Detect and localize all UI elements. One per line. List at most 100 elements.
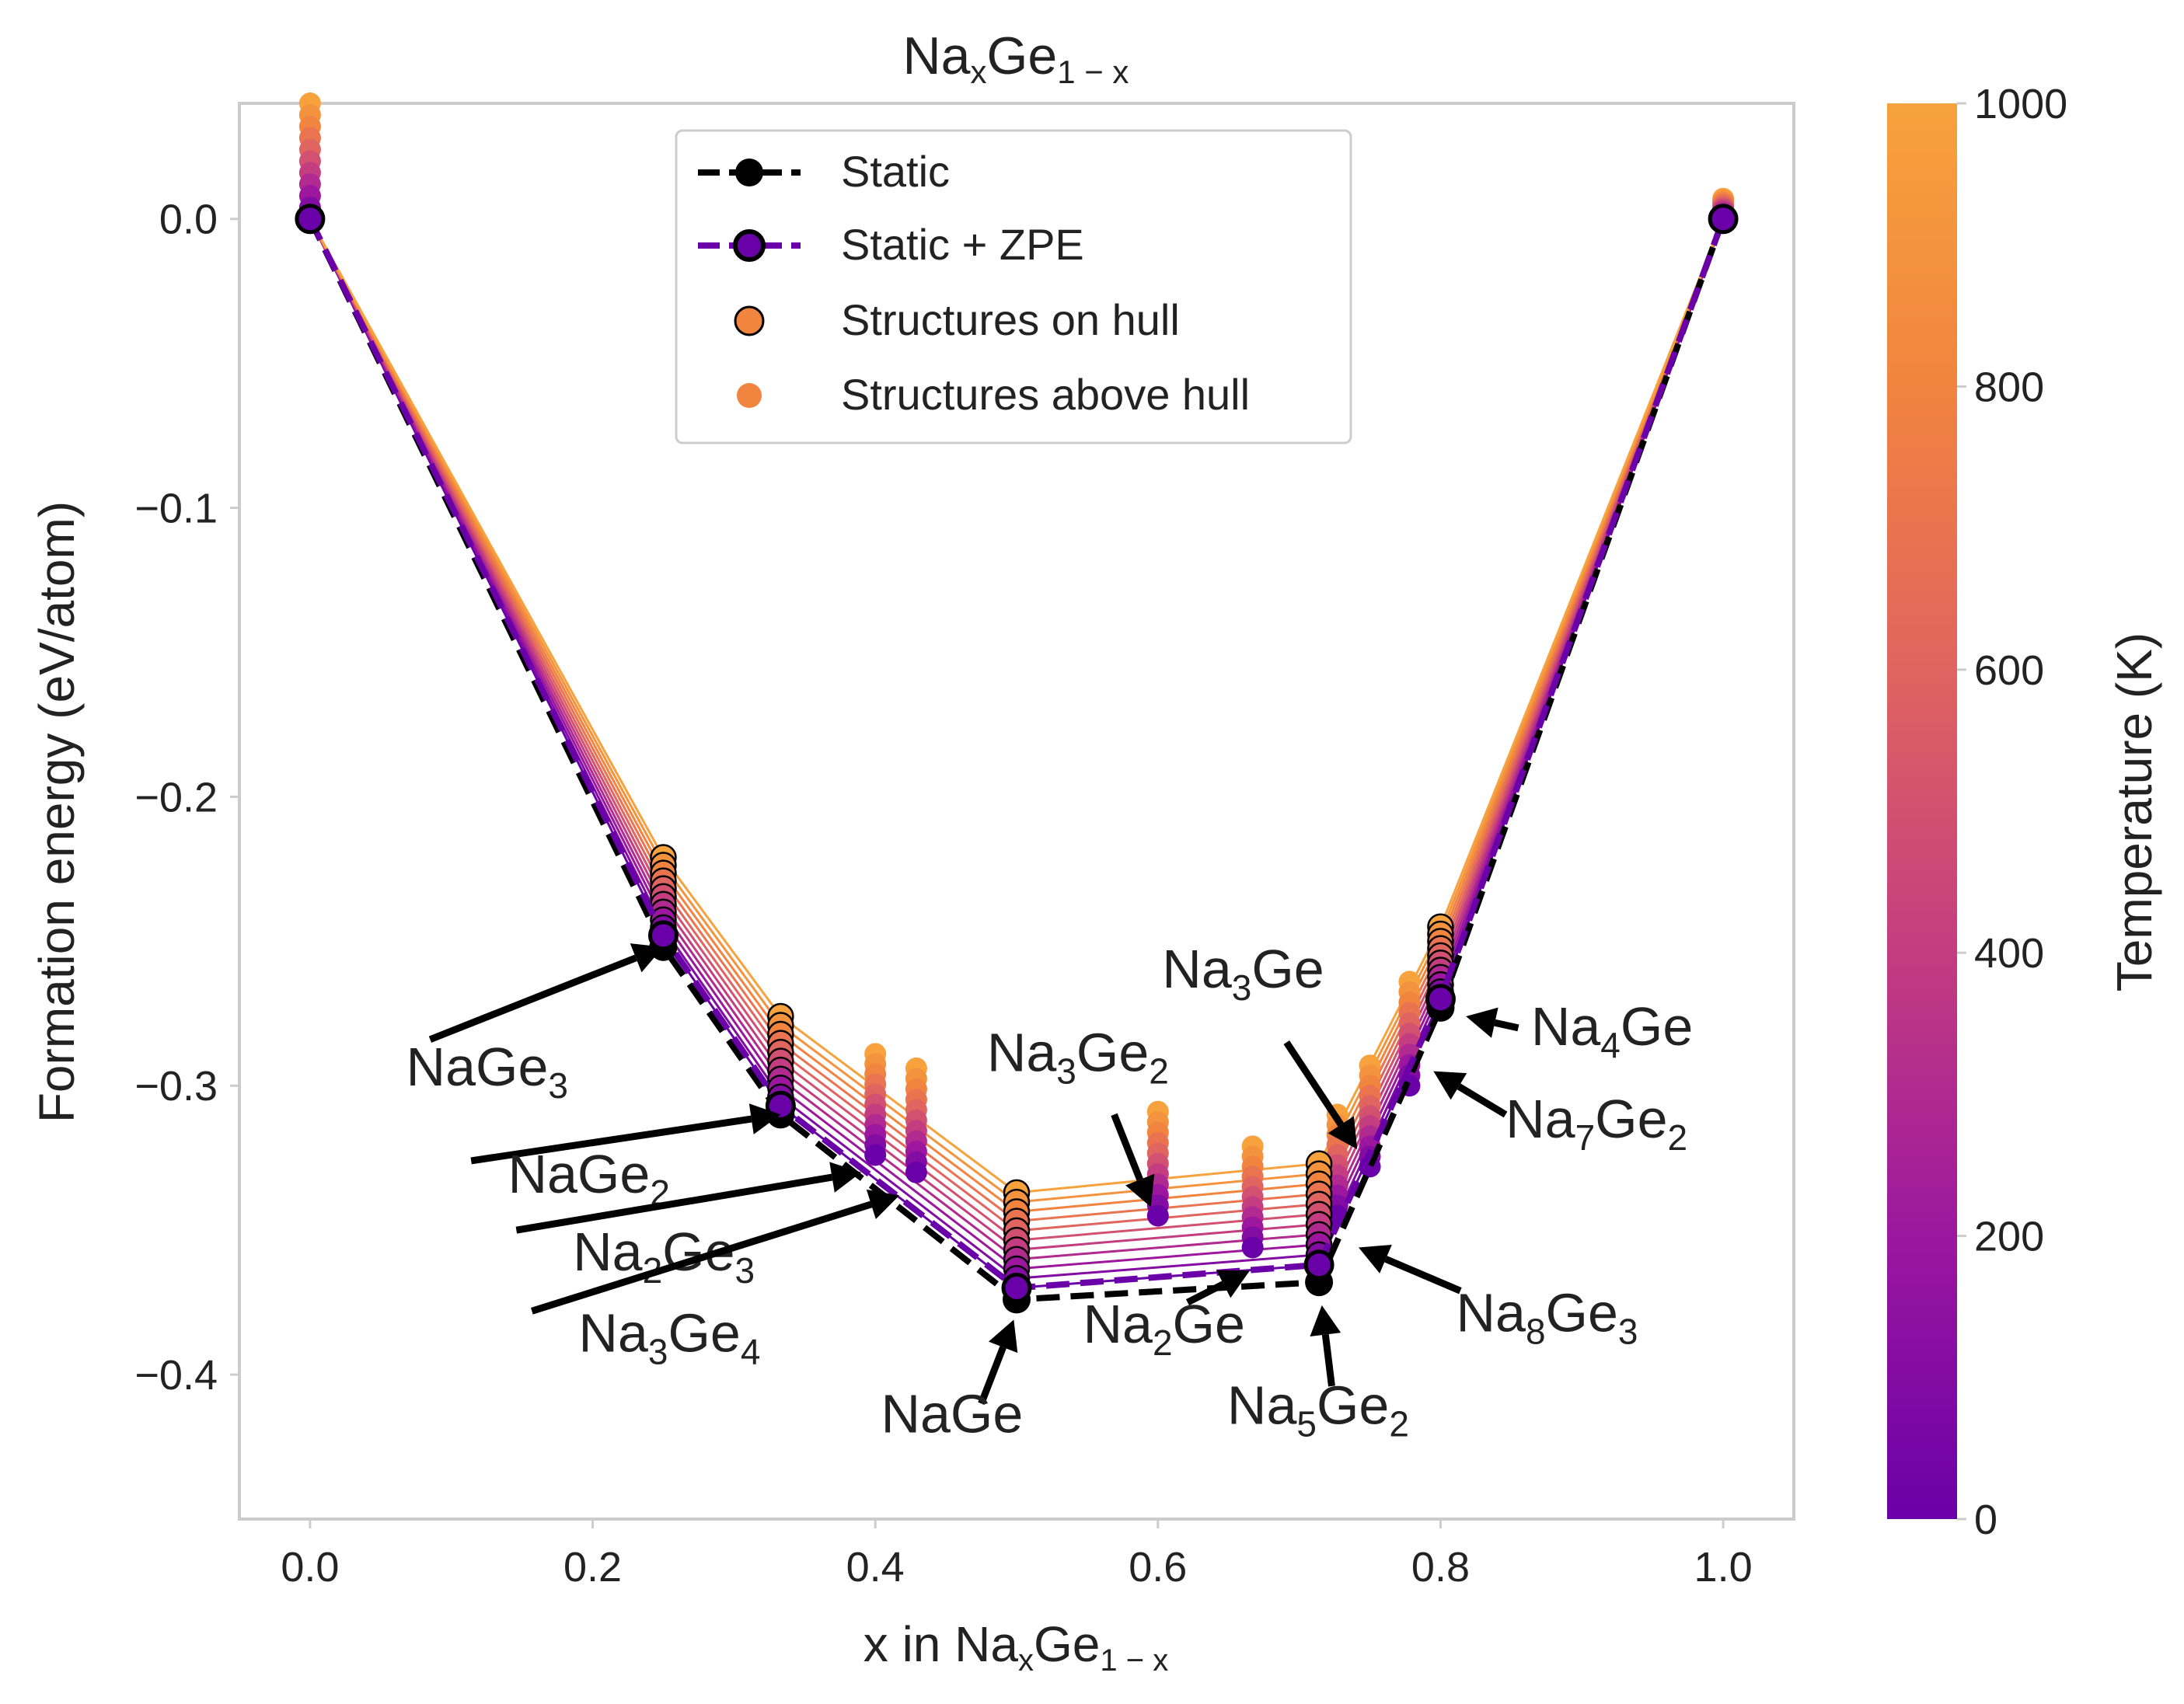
y-axis-label: Formation energy (eV/atom) <box>29 501 85 1123</box>
legend-on-hull-marker <box>734 305 765 336</box>
annotation-arrow-shaft <box>978 1346 1007 1405</box>
annotation: Na5Ge2 <box>1227 1305 1409 1444</box>
title-mid: Ge <box>986 26 1057 85</box>
x-tick-label: 0.0 <box>281 1544 339 1591</box>
static-zpe-point <box>1303 1249 1334 1281</box>
legend-entry-static: Static <box>698 147 950 196</box>
x-tick-label: 0.2 <box>563 1544 622 1591</box>
xlabel-sub-1: x <box>1018 1643 1034 1678</box>
static-zpe-point <box>1001 1273 1032 1304</box>
x-tick-label: 0.6 <box>1129 1544 1187 1591</box>
above-hull-point <box>864 1144 887 1166</box>
above-hull-point <box>1241 1236 1264 1259</box>
annotation: Na3Ge <box>1162 939 1358 1150</box>
annotation-label: NaGe <box>881 1383 1023 1444</box>
annotation-text: Ge <box>1317 1375 1389 1435</box>
annotation-text: Na <box>1531 996 1601 1057</box>
annotation-subscript: 2 <box>1149 1051 1169 1092</box>
annotation: Na2Ge <box>1083 1270 1250 1363</box>
legend-entry-above-hull: Structures above hull <box>737 370 1250 419</box>
legend: Static Static + ZPE Structures on hull S… <box>675 129 1352 444</box>
annotation-subscript: 2 <box>1153 1322 1173 1363</box>
static-zpe-point <box>1708 204 1739 235</box>
annotation-arrow-shaft <box>1494 1019 1519 1032</box>
annotation-subscript: 3 <box>735 1250 755 1291</box>
annotation-text: NaGe <box>406 1037 549 1097</box>
annotation: NaGe2 <box>470 1103 781 1213</box>
annotation-arrow-head <box>988 1319 1018 1354</box>
static-zpe-point <box>295 204 326 235</box>
annotation-arrow-shaft <box>1457 1083 1508 1118</box>
colorbar-tick-label: 200 <box>1974 1214 2044 1260</box>
annotation-arrow-shaft <box>531 1200 873 1315</box>
static-zpe-point <box>647 920 679 951</box>
annotation-arrow-shaft <box>1111 1113 1143 1181</box>
annotation-subscript: 2 <box>1389 1403 1409 1444</box>
annotation-arrow-shaft <box>1283 1040 1344 1127</box>
annotation-text: Na <box>1456 1282 1526 1343</box>
annotation-text: Ge <box>1546 1282 1618 1343</box>
colorbar: 0 200 400 600 800 1000 Temperature (K) <box>1887 81 2162 1543</box>
legend-zpe-marker <box>733 229 766 262</box>
x-tick-label: 0.4 <box>846 1544 905 1591</box>
y-axis-ticks: 0.0 −0.1 −0.2 −0.3 −0.4 <box>134 197 239 1399</box>
annotation-label: Na7Ge2 <box>1505 1089 1687 1158</box>
y-tick-label: −0.1 <box>134 486 218 532</box>
annotation-subscript: 3 <box>1618 1311 1638 1351</box>
annotation-arrow-head <box>1359 1244 1392 1274</box>
legend-entry-on-hull: Structures on hull <box>734 295 1180 344</box>
annotation-label: Na8Ge3 <box>1456 1282 1638 1351</box>
annotation-arrow-head <box>829 1162 861 1193</box>
annotation-text: Na <box>1505 1089 1575 1149</box>
annotation-arrow-shaft <box>515 1173 833 1234</box>
annotation-arrow-head <box>866 1189 900 1220</box>
annotation-label: Na5Ge2 <box>1227 1375 1409 1444</box>
annotation-text: NaGe <box>881 1383 1023 1444</box>
x-axis-label: x in NaxGe1 − x <box>863 1616 1168 1678</box>
chart-title: NaxGe1 − x <box>903 26 1129 90</box>
annotation-label: Na2Ge <box>1083 1294 1244 1363</box>
above-hull-point <box>905 1161 927 1183</box>
legend-static-label: Static <box>841 147 950 196</box>
legend-zpe-label: Static + ZPE <box>841 220 1084 269</box>
annotation-subscript: 3 <box>648 1331 668 1371</box>
title-sub-2: 1 − x <box>1057 54 1129 90</box>
colorbar-ticks: 0 200 400 600 800 1000 <box>1957 81 2067 1543</box>
annotation-text: Na <box>573 1221 643 1282</box>
legend-static-marker <box>735 159 763 186</box>
annotation-arrow-shaft <box>470 1115 752 1165</box>
annotation: NaGe3 <box>406 943 664 1106</box>
legend-above-hull-label: Structures above hull <box>841 370 1250 419</box>
annotation-arrow-head <box>630 943 664 973</box>
colorbar-tick-label: 1000 <box>1974 81 2067 127</box>
annotation-text: Ge <box>1595 1089 1667 1149</box>
annotation-arrow-head <box>748 1103 781 1134</box>
legend-entry-static-zpe: Static + ZPE <box>698 220 1084 269</box>
annotation-label: Na4Ge <box>1531 996 1693 1065</box>
annotation-text: NaGe <box>508 1144 650 1204</box>
title-base: Na <box>903 26 971 85</box>
annotation-subscript: 2 <box>1668 1117 1688 1158</box>
annotation-subscript: 3 <box>1232 967 1252 1008</box>
annotation: Na3Ge2 <box>987 1023 1169 1207</box>
annotation-text: Ge <box>1076 1023 1149 1083</box>
annotation-text: Ge <box>1251 939 1324 999</box>
annotation-text: Ge <box>1621 996 1693 1057</box>
annotation-text: Na <box>1162 939 1232 999</box>
colorbar-tick-label: 400 <box>1974 930 2044 977</box>
xlabel-pre: x in Na <box>863 1616 1019 1672</box>
annotation: Na8Ge3 <box>1359 1244 1638 1351</box>
annotation-text: Na <box>578 1302 648 1363</box>
colorbar-tick-label: 600 <box>1974 647 2044 694</box>
annotation-text: Na <box>1083 1294 1153 1354</box>
colorbar-tick-label: 800 <box>1974 364 2044 410</box>
annotation-label: Na2Ge3 <box>573 1221 755 1291</box>
annotation-arrow-shaft <box>1384 1256 1462 1295</box>
y-tick-label: −0.2 <box>134 774 218 821</box>
y-tick-label: 0.0 <box>159 197 218 243</box>
annotation-arrow-shaft <box>428 954 637 1043</box>
annotation-label: NaGe3 <box>406 1037 568 1106</box>
y-tick-label: −0.4 <box>134 1352 218 1399</box>
annotation-subscript: 3 <box>1056 1051 1076 1092</box>
